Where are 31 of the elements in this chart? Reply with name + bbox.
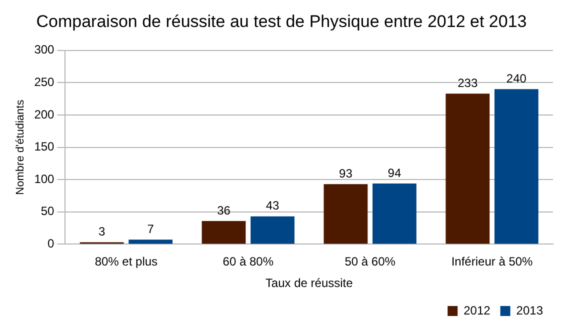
data-label: 7: [147, 222, 154, 236]
data-label: 233: [458, 76, 478, 90]
bar: [128, 240, 173, 244]
data-label: 3: [98, 224, 106, 239]
y-tick-label: 100: [34, 172, 55, 186]
legend-label: 2013: [516, 303, 544, 318]
y-tick-label: 50: [40, 204, 55, 218]
data-label: 93: [339, 166, 353, 180]
data-label: 240: [506, 71, 527, 86]
data-label: 43: [266, 198, 280, 213]
y-tick-label: 150: [34, 140, 55, 154]
legend-label: 2012: [464, 303, 491, 318]
x-tick-label: 60 à 80%: [222, 254, 274, 269]
y-tick-label: 0: [48, 236, 55, 251]
y-tick-label: 300: [34, 42, 55, 57]
chart-title: Comparaison de réussite au test de Physique entre 2012 et 2013: [36, 12, 527, 31]
x-tick-label: 80% et plus: [94, 254, 158, 269]
bar: [372, 183, 416, 244]
bar: [250, 216, 294, 244]
bar: [446, 94, 490, 244]
data-label: 94: [388, 166, 402, 180]
x-tick-label: Inférieur à 50%: [451, 254, 534, 269]
y-tick-label: 250: [34, 75, 55, 90]
y-tick-label: 200: [34, 107, 55, 122]
bar: [494, 89, 538, 244]
bar: [324, 184, 368, 244]
bar: [202, 220, 246, 244]
y-axis-title: Nombre d'étudiants: [14, 99, 27, 195]
data-label: 36: [217, 203, 231, 218]
x-axis-title: Taux de réussite: [265, 276, 354, 290]
x-tick-label: 50 à 60%: [344, 254, 396, 269]
